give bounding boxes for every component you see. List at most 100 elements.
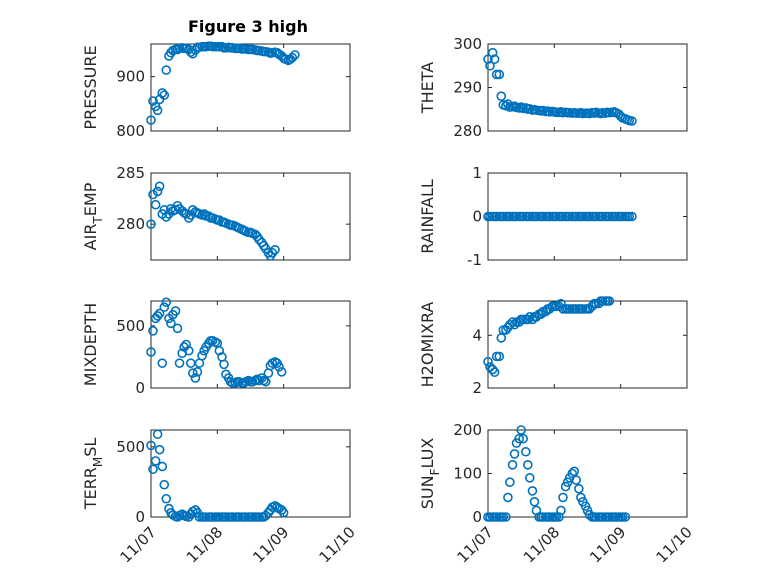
data-point [571,304,582,314]
data-point [148,326,158,336]
subplot-pressure: 800 900 PRESSURE [81,41,351,140]
subplot-air-temp: 280 285 AIRTEMP [81,164,351,261]
data-point [578,304,588,314]
data-point [154,181,165,192]
data-point [287,52,298,63]
data-point [604,512,615,522]
data-point [518,211,528,222]
y-tick-label: 0 [472,208,482,226]
data-point [172,323,183,334]
data-point [491,351,502,362]
data-point [148,464,158,475]
data-point [611,211,621,222]
data-point [201,211,211,221]
x-tick-label: 11/10 [653,523,696,566]
data-point [591,211,601,222]
data-point [527,486,538,496]
data-point [521,446,531,457]
data-point [571,475,582,485]
data-point [564,304,575,314]
data-point [604,211,615,222]
data-point [278,507,289,518]
data-point [536,309,546,319]
figure-title: Figure 3 high [188,17,308,36]
y-tick-label: 2 [472,379,482,397]
x-tick-label: 11/09 [249,523,292,566]
data-point [483,54,493,65]
subplot-theta: 280 290 300 THETA [418,35,688,140]
data-point [531,211,542,222]
data-point [184,345,194,356]
x-tick-label: 11/08 [183,523,226,566]
data-point [290,50,300,60]
data-point [564,211,575,222]
data-point [170,306,181,316]
data-point [501,512,511,522]
data-point [597,211,608,222]
subplot-sun-flux: 11/07 11/08 11/09 11/10 0 100 200 SUNFLUX [418,421,696,566]
y-axis-label: PRESSURE [81,45,100,129]
data-point [491,69,502,80]
data-point [260,376,271,387]
data-point [166,318,176,329]
data-point [152,186,163,197]
y-tick-label: 0 [472,508,482,526]
y-tick-label: 100 [453,465,482,483]
data-point [617,512,628,522]
y-tick-label: 200 [453,421,482,439]
data-point [254,512,264,522]
y-tick-label: 1 [472,164,482,182]
data-point [597,512,608,522]
y-tick-label: -1 [467,251,482,269]
data-point [485,362,495,372]
data-point [207,512,218,522]
data-point [518,433,528,444]
y-tick-label: 0 [135,379,145,397]
data-point [544,512,555,522]
x-tick-label: 11/10 [316,523,359,566]
data-point [611,512,621,522]
data-point [487,364,498,375]
data-point [201,512,211,522]
data-point [509,449,520,459]
data-point [551,107,562,118]
data-point [174,358,185,368]
y-axis-label: SUNFLUX [418,438,442,510]
data-point [556,298,566,309]
data-point [524,312,535,322]
data-point [494,69,505,80]
data-point [207,41,218,52]
data-point [227,512,238,522]
data-point [531,312,542,322]
axes-box [150,300,351,389]
axes-box [150,429,351,518]
data-point [524,473,535,483]
data-point [627,211,637,222]
data-point [496,91,507,101]
data-point [491,211,502,222]
data-point [558,304,568,314]
y-axis-label: MIXDEPTH [81,303,100,386]
data-point [489,367,500,377]
y-axis-label: THETA [418,62,437,114]
data-point [569,466,580,477]
data-point [511,211,522,222]
data-point [150,456,161,466]
data-point [498,211,509,222]
data-point [186,47,196,57]
data-point [146,219,156,229]
data-point [161,493,172,504]
axes-box [487,300,688,389]
data-point [234,512,245,522]
data-point [483,356,493,367]
data-point [485,211,495,222]
data-point [214,41,225,52]
data-point [190,373,201,383]
data-point [241,512,251,522]
data-point [154,444,165,455]
subplot-grid: 800 900 PRESSURE 280 290 300 THETA 280 285 AIRTEM… [81,35,696,566]
data-point [221,512,231,522]
y-axis-label: TERRMSL [81,438,105,511]
data-point [584,211,595,222]
